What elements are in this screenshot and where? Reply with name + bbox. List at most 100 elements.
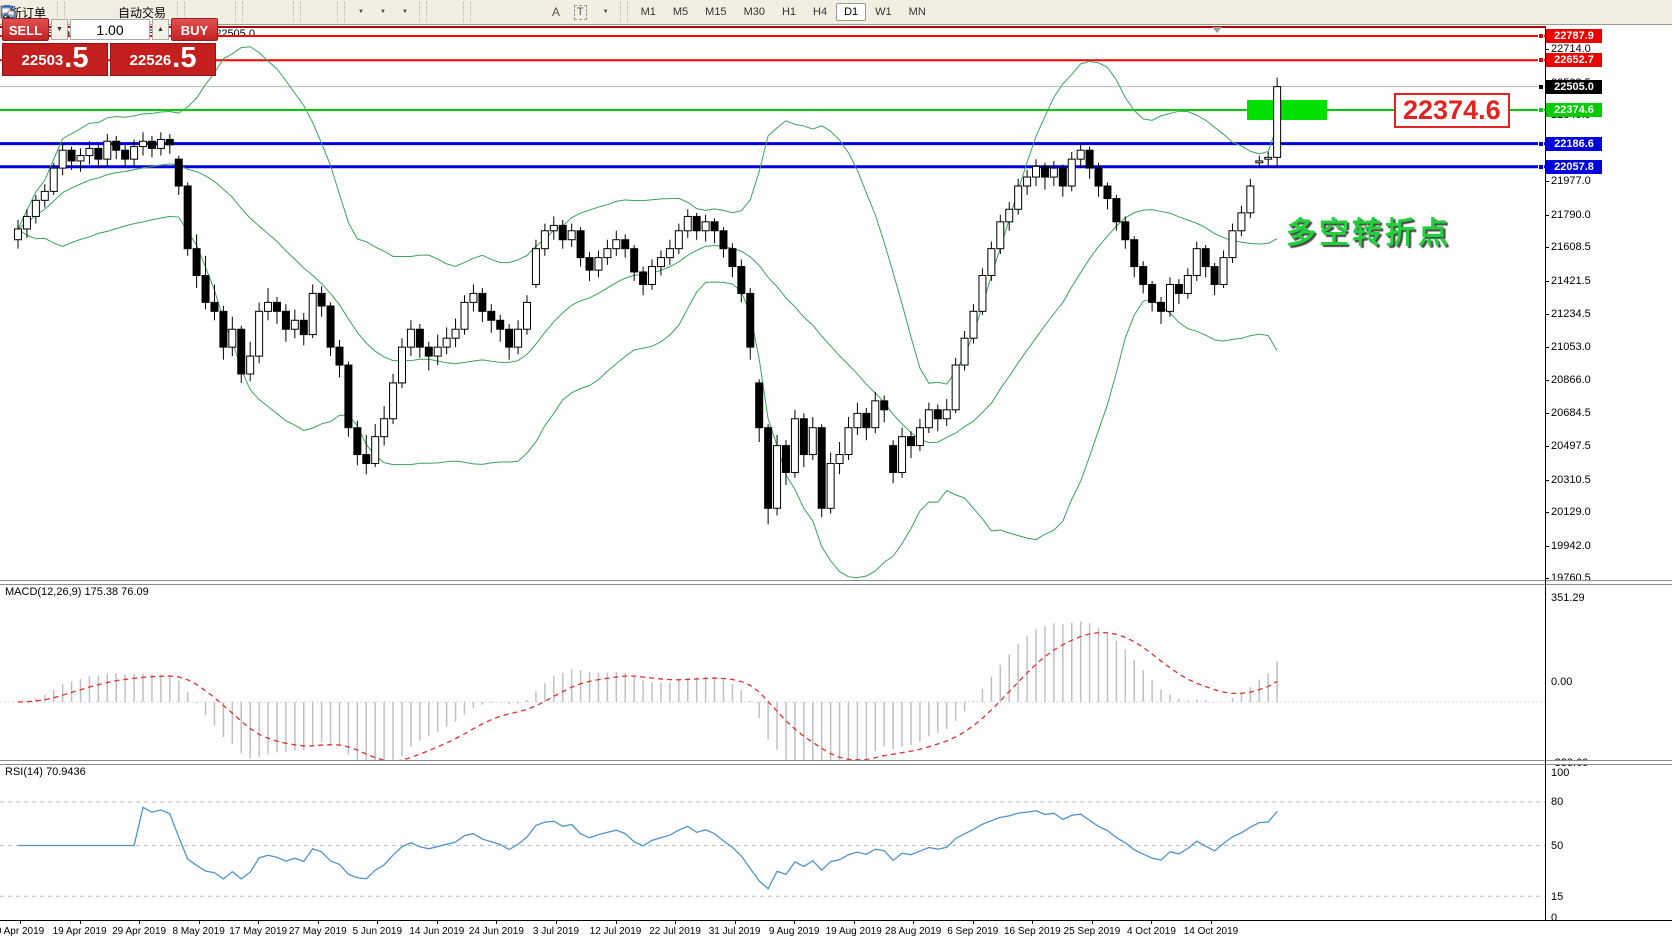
text-tool-button[interactable]: A [546,3,566,22]
date-tick-mark [1032,920,1034,924]
vertical-line-tool-button[interactable] [7,3,488,22]
indicators-button[interactable]: ▼ [0,3,370,22]
sell-button[interactable]: SELL [2,18,49,41]
price-level-badge[interactable]: 22186.6 [1546,136,1602,151]
toolbar-separator [418,2,427,22]
price-level-badge[interactable]: 22374.6 [1546,102,1602,117]
toolbar-separator [57,2,66,22]
crosshair-tool-button[interactable] [1,3,458,22]
date-tick-mark [794,920,796,924]
date-tick-label: 25 Sep 2019 [1063,926,1121,937]
timeframe-MN[interactable]: MN [908,6,926,18]
price-tick-mark [1545,346,1549,348]
price-tick-mark [1545,446,1549,448]
templates-button[interactable]: ▼ [1,3,414,22]
date-tick-label: 27 May 2019 [288,926,347,937]
date-tick-mark [734,920,736,924]
price-tick-label: 22714.0 [1551,43,1591,56]
timeframe-M1[interactable]: M1 [640,6,656,18]
rsi-chart-canvas[interactable] [0,763,1545,920]
rsi-pane-divider[interactable] [0,760,1672,765]
timeframe-H1[interactable]: H1 [781,6,797,18]
date-tick-label: 19 Apr 2019 [52,926,107,937]
new-order-label: 新订单 [10,5,47,20]
timeframe-M30[interactable]: M30 [743,6,765,18]
timeframe-W1[interactable]: W1 [875,6,892,18]
date-tick-label: 24 Jun 2019 [468,926,524,937]
date-tick-mark [436,920,438,924]
macd-chart-canvas[interactable] [0,583,1545,760]
volume-increase-button[interactable]: ▲ [152,19,169,40]
date-tick-label: 12 Jul 2019 [589,926,642,937]
price-tick-mark [1545,512,1549,514]
zoom-out-button[interactable] [1,3,274,22]
timeframe-bar: M1 M5 M15 M30 H1 H4 D1 W1 MN [633,3,934,21]
buy-price-box[interactable]: 22526 .5 [110,43,216,76]
price-tick-mark [1545,280,1549,282]
macd-label: MACD(12,26,9) 175.38 76.09 [5,586,149,598]
zoom-in-button[interactable] [1,3,260,22]
date-tick-label: 14 Oct 2019 [1183,926,1239,937]
price-level-badge[interactable]: 22787.9 [1546,29,1602,43]
date-tick-label: 6 Sep 2019 [947,926,999,937]
line-chart-button[interactable] [0,3,230,22]
periods-button[interactable]: ▼ [1,3,392,22]
date-tick-mark [496,920,498,924]
dropdown-caret: ▼ [358,9,364,15]
price-tick-mark [1545,578,1549,579]
macd-name: MACD(12,26,9) [5,586,82,598]
timeframe-M5[interactable]: M5 [672,6,689,18]
price-level-badge[interactable]: 22652.7 [1546,53,1602,68]
price-tick-label: 20684.5 [1551,406,1591,419]
volume-decrease-button[interactable]: ▼ [51,19,68,40]
volume-input[interactable]: 1.00 [70,19,150,40]
step-back-button[interactable] [2,3,318,22]
cursor-tool-button[interactable] [4,3,444,22]
date-tick-mark [1091,920,1093,924]
autotrading-label: 自动交易 [118,5,167,20]
price-chart-canvas[interactable] [0,26,1545,583]
horizontal-line-tool-button[interactable] [2,3,502,22]
timeframe-H4[interactable]: H4 [813,6,828,18]
price-level-badge[interactable]: 22057.8 [1546,159,1602,174]
arrows-tool-button[interactable]: ▼ [2,3,615,22]
date-tick-mark [377,920,379,924]
rsi-axis-label: 15 [1551,891,1564,903]
channel-tool-button[interactable]: E [1,3,530,22]
price-tick-mark [1545,314,1549,316]
dropdown-caret: ▼ [379,9,386,15]
date-tick-mark [1151,920,1153,924]
tile-windows-button[interactable] [2,3,288,22]
price-tick-mark [1545,479,1549,481]
macd-axis-label: 351.29 [1551,592,1585,604]
rsi-label: RSI(14) 70.9436 [5,766,86,778]
trendline-tool-button[interactable] [2,3,516,22]
rsi-value: 70.9436 [45,766,86,778]
timeframe-D1[interactable]: D1 [836,3,867,21]
price-callout-label[interactable]: 22374.6 [1394,92,1510,128]
price-tick-label: 21421.5 [1551,274,1591,287]
date-tick-mark [198,920,200,924]
sell-price-box[interactable]: 22503 .5 [2,43,108,76]
buy-button[interactable]: BUY [171,18,218,41]
fibonacci-tool-button[interactable]: F [2,3,544,22]
price-tick-label: 20866.0 [1551,374,1591,387]
macd-values: 175.38 76.09 [84,586,149,598]
date-tick-label: 14 Jun 2019 [409,926,465,937]
rsi-axis-label: 0 [1551,912,1558,924]
text-label-tool-button[interactable]: T [568,3,593,22]
macd-pane-divider[interactable] [0,580,1672,585]
chat-icon[interactable] [0,4,16,20]
price-tick-mark [1545,545,1549,547]
price-tick-label: 20129.0 [1551,506,1591,519]
date-tick-label: 22 Jul 2019 [649,926,701,937]
date-tick-mark [317,920,319,924]
main-toolbar: 新订单 自动交易 ▼ ▼ ▼ E F A T ▼ [0,0,1672,25]
step-forward-button[interactable] [2,3,332,22]
timeframe-M15[interactable]: M15 [705,6,727,18]
price-level-badge[interactable]: 22505.0 [1546,79,1602,94]
price-tick-label: 21790.0 [1551,208,1591,221]
date-tick-mark [913,920,915,924]
toolbar-separator [337,2,346,22]
level-anchor-square [1538,57,1544,64]
